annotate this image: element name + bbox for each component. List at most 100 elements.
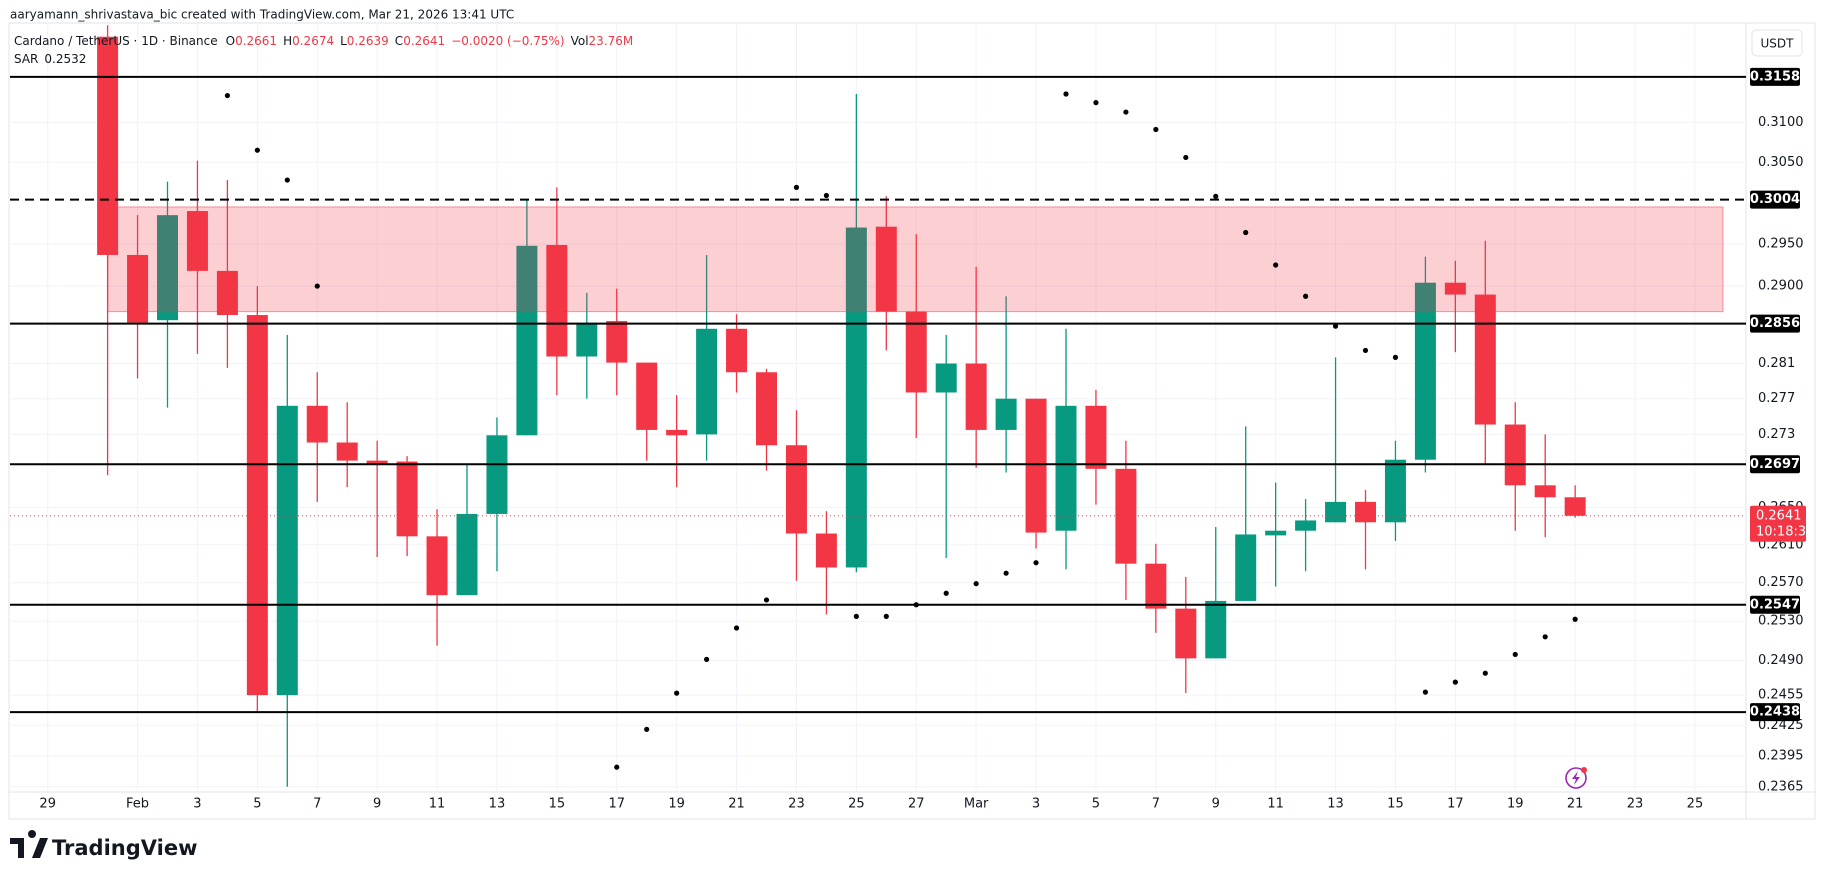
x-tick-label: 21 <box>728 797 745 812</box>
chart-frame <box>8 22 1816 820</box>
y-tick-label: 0.2455 <box>1758 688 1804 703</box>
sar-dot <box>823 192 830 199</box>
x-tick-label: 9 <box>1212 797 1220 812</box>
sar-dot <box>1332 323 1339 329</box>
sar-dot <box>1243 229 1249 236</box>
plot: 0.3100 0.3050 0.2950 0.2900 0.281 0.277 0.273 0… <box>8 22 1816 820</box>
sar-dot <box>1213 193 1219 199</box>
symbol-title: Cardano / TetherUS · 1D · Binance <box>14 34 218 48</box>
candle-body <box>875 226 897 312</box>
candle-body <box>965 363 987 430</box>
x-tick-label: 15 <box>1387 797 1404 812</box>
x-tick-label: Mar <box>964 797 989 812</box>
y-tick-label: 0.281 <box>1758 356 1795 371</box>
low-value: 0.2639 <box>347 34 389 48</box>
sar-dot <box>1303 293 1309 299</box>
level-label-bg <box>1750 595 1800 614</box>
candle-body <box>1145 563 1167 609</box>
watermark: TradingView <box>10 829 197 860</box>
x-tick-label: 13 <box>489 797 506 812</box>
candle-body <box>1235 534 1257 601</box>
sar-dot <box>1093 100 1099 106</box>
sar-dot <box>284 177 290 183</box>
level-label: 0.3158 <box>1750 69 1800 84</box>
x-tick-label: 5 <box>253 797 261 812</box>
candle-body <box>1175 608 1197 659</box>
x-tick-label: 3 <box>193 797 201 812</box>
sar-dot <box>644 726 650 732</box>
x-tick-label: 15 <box>549 797 566 812</box>
candle-body <box>1444 282 1466 295</box>
supply-zone <box>107 206 1724 313</box>
y-tick-label: 0.3100 <box>1758 115 1804 130</box>
price-label: 0.2641 <box>1756 508 1802 523</box>
sar-dot <box>224 92 230 99</box>
level-label-bg <box>1750 190 1800 209</box>
candle-body <box>636 362 658 430</box>
candle-body <box>815 533 837 568</box>
sar-dot <box>704 656 710 662</box>
alert-icon[interactable] <box>1565 767 1587 789</box>
x-tick-label: 27 <box>908 797 925 812</box>
candle-body <box>516 245 538 436</box>
sar-dot <box>1033 560 1039 566</box>
sar-dot <box>1153 126 1159 133</box>
candle-body <box>546 244 568 357</box>
candle-body <box>366 460 388 465</box>
y-tick-label: 0.2570 <box>1758 575 1804 590</box>
x-tick-label: 5 <box>1092 797 1100 812</box>
sar-dot <box>1063 91 1069 97</box>
x-tick-label: Feb <box>126 797 149 812</box>
x-tick-label: 7 <box>313 797 321 812</box>
candle-body <box>276 405 298 696</box>
sar-dot <box>1123 109 1129 115</box>
candle-body <box>216 270 238 316</box>
y-tick-label: 0.273 <box>1758 427 1795 442</box>
sar-dot <box>973 581 979 587</box>
candle-body <box>995 398 1017 430</box>
sar-dot <box>793 184 800 190</box>
candle-body <box>905 311 927 393</box>
candle-body <box>1474 294 1496 425</box>
candle-body <box>696 328 718 435</box>
sar-dot <box>883 613 889 619</box>
candle-body <box>606 321 628 363</box>
level-label: 0.2547 <box>1750 597 1800 612</box>
candle-body <box>1384 459 1406 523</box>
ohlc-label: L <box>340 34 347 48</box>
sar-dot <box>1003 570 1009 576</box>
level-label-bg <box>1750 703 1800 722</box>
x-tick-label: 3 <box>1032 797 1040 812</box>
watermark-logo <box>10 829 48 858</box>
sar-dot <box>1512 651 1518 658</box>
level-label-bg <box>1750 67 1800 86</box>
sar-value: 0.2532 <box>44 52 86 66</box>
level-label-bg <box>1750 314 1800 333</box>
y-tick-label: 0.2365 <box>1758 779 1804 794</box>
alert-dot[interactable] <box>1581 767 1587 773</box>
x-tick-label: 11 <box>1267 797 1284 812</box>
alert-bolt[interactable] <box>1572 771 1580 785</box>
candle-body <box>486 435 508 514</box>
currency-label[interactable]: USDT <box>1761 37 1795 51</box>
currency-button[interactable] <box>1751 29 1803 57</box>
candle-body <box>1085 405 1107 469</box>
sar-dot <box>1392 354 1399 360</box>
candle-body <box>935 363 957 393</box>
sar-dot <box>1452 679 1458 685</box>
sar-dot <box>614 764 620 770</box>
ohlc-label: O <box>226 34 235 48</box>
y-tick-label: 0.2395 <box>1758 748 1804 763</box>
sar-dot <box>314 283 320 289</box>
y-tick-label: 0.2425 <box>1758 718 1804 733</box>
candle-body <box>1025 398 1047 533</box>
sar-dot <box>1362 347 1369 354</box>
level-label: 0.2697 <box>1750 457 1800 472</box>
alert-circle[interactable] <box>1565 767 1587 789</box>
x-tick-label: 9 <box>373 797 381 812</box>
sar-label[interactable]: SAR <box>14 52 38 66</box>
countdown: 10:18:37 <box>1756 524 1814 539</box>
ohlc-label: C <box>395 34 403 48</box>
price-label-bg <box>1750 505 1806 542</box>
